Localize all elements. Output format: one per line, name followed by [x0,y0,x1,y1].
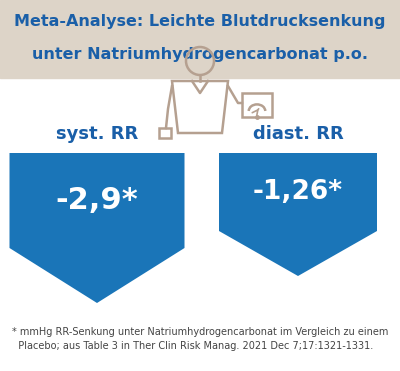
Text: Meta-Analyse: Leichte Blutdrucksenkung: Meta-Analyse: Leichte Blutdrucksenkung [14,14,386,29]
Text: unter Natriumhydrogencarbonat p.o.: unter Natriumhydrogencarbonat p.o. [32,47,368,62]
Text: -2,9*: -2,9* [56,186,138,215]
Polygon shape [219,153,377,276]
Bar [159,128,171,138]
Bar [242,93,272,117]
Polygon shape [10,153,184,303]
Text: syst. RR: syst. RR [56,125,138,143]
Bar [0,0,400,78]
Text: * mmHg RR-Senkung unter Natriumhydrogencarbonat im Vergleich zu einem
  Placebo;: * mmHg RR-Senkung unter Natriumhydrogenc… [12,326,388,351]
Text: diast. RR: diast. RR [253,125,343,143]
Text: -1,26*: -1,26* [253,179,343,205]
